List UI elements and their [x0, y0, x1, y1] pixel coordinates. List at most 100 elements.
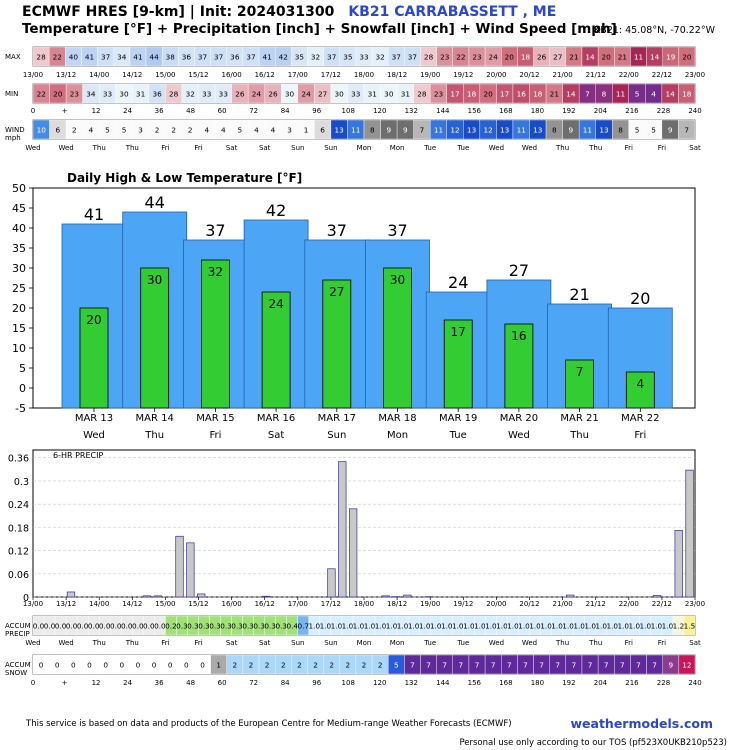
- hour-tick-label: +: [62, 107, 68, 115]
- accum-snow-value: 7: [572, 661, 577, 670]
- snow-hour-tick-label: 84: [281, 679, 290, 687]
- max-temp-value: 14: [650, 53, 660, 62]
- temp-y-tick-label: 40: [12, 222, 26, 235]
- hour-tick-label: 96: [312, 107, 321, 115]
- precip-y-tick-label: 0.12: [8, 547, 29, 558]
- accum-precip-value: 1.0: [651, 622, 663, 631]
- accum-snow-value: 7: [555, 661, 560, 670]
- time-tick-label: 15/12: [188, 71, 208, 79]
- low-temp-bar: [565, 359, 594, 409]
- accum-precip-value: 1.0: [331, 622, 343, 631]
- temp-x-tick-label: MAR 14: [136, 413, 174, 424]
- accum-precip-value: 1.0: [595, 622, 607, 631]
- wind-speed-value: 2: [72, 126, 77, 135]
- max-label: MAX: [5, 53, 21, 61]
- max-temp-value: 22: [456, 53, 465, 62]
- hour-tick-label: 144: [436, 107, 450, 115]
- accum-snow-value: 7: [636, 661, 641, 670]
- accum-precip-value: 0.3: [275, 622, 287, 631]
- precip-bar: [338, 461, 347, 598]
- accum-precip-value: 0.0: [77, 622, 89, 631]
- day-tick-label: Sun: [291, 144, 304, 152]
- precip-x-tick-label: 22/12: [652, 600, 672, 608]
- max-temp-value: 41: [85, 53, 94, 62]
- snow-hour-tick-label: 240: [688, 679, 701, 687]
- temp-x-tick-label: MAR 13: [75, 413, 113, 424]
- accum-precip-value: 1.5: [684, 622, 696, 631]
- accum-snow-value: 2: [265, 661, 270, 670]
- accum-precip-value: 0.0: [121, 622, 133, 631]
- accum-snow-value: 7: [588, 661, 593, 670]
- accum-snow-value: 7: [475, 661, 480, 670]
- precip-bar: [153, 595, 162, 598]
- temp-x-day-label: Wed: [83, 430, 105, 441]
- accum-precip-cell: [683, 615, 696, 636]
- max-temp-value: 23: [472, 53, 482, 62]
- temp-y-tick-label: 35: [12, 242, 26, 255]
- day-tick-label: Mon: [390, 144, 405, 152]
- min-temp-value: 36: [152, 90, 162, 99]
- high-temp-label: 44: [145, 193, 165, 212]
- time-tick-label: 17/12: [321, 71, 341, 79]
- min-temp-value: 30: [384, 90, 394, 99]
- time-tick-label: 22/12: [652, 71, 672, 79]
- temp-x-tick-label: MAR 16: [257, 413, 295, 424]
- wind-speed-value: 13: [335, 126, 345, 135]
- wind-speed-value: 13: [467, 126, 477, 135]
- temp-y-tick-label: -5: [15, 402, 26, 415]
- temp-y-tick-label: 45: [12, 202, 26, 215]
- precip-bar: [403, 594, 412, 598]
- accum-snow-value: 2: [329, 661, 334, 670]
- high-temp-label: 24: [448, 273, 468, 292]
- precip-chart-title: 6-HR PRECIP: [53, 451, 103, 460]
- accum-precip-value: 1.0: [518, 622, 530, 631]
- accum-precip-value: 1.0: [551, 622, 563, 631]
- precip-x-tick-label: 17/12: [321, 600, 341, 608]
- accum-precip-value: 1.0: [485, 622, 497, 631]
- low-temp-label: 27: [329, 285, 344, 299]
- accum-snow-value: 2: [362, 661, 367, 670]
- accum-precip-value: 1.0: [463, 622, 475, 631]
- accum-precip-value: 0.3: [220, 622, 232, 631]
- time-tick-label: 13/00: [23, 71, 43, 79]
- snow-hour-tick-label: +: [62, 679, 68, 687]
- precip-x-tick-label: 15/12: [188, 600, 208, 608]
- temp-x-day-label: Thu: [144, 430, 164, 441]
- precip-y-tick-label: 0.18: [8, 523, 29, 534]
- wind-speed-value: 11: [351, 126, 360, 135]
- min-temp-value: 32: [186, 90, 195, 99]
- wind-speed-value: 5: [238, 126, 243, 135]
- high-temp-label: 41: [84, 205, 104, 224]
- page-title: ECMWF HRES [9-km] | Init: 2024031300 KB21…: [22, 4, 556, 20]
- tos-note: Personal use only according to our TOS (…: [459, 738, 727, 748]
- hour-tick-label: 72: [249, 107, 258, 115]
- wind-speed-value: 8: [370, 126, 375, 135]
- accum-day-tick-label: Sun: [324, 639, 337, 647]
- hour-tick-label: 216: [625, 107, 639, 115]
- accum-snow-value: 7: [652, 661, 657, 670]
- low-temp-label: 32: [208, 265, 223, 279]
- accum-precip-value: 0.4: [286, 622, 298, 631]
- accum-snow-value: 7: [507, 661, 512, 670]
- high-temp-label: 37: [387, 221, 407, 240]
- site-link[interactable]: weathermodels.com: [570, 716, 713, 731]
- high-temp-label: 20: [630, 289, 650, 308]
- wind-speed-value: 11: [517, 126, 526, 135]
- accum-precip-value: 0.3: [231, 622, 243, 631]
- accum-snow-value: 7: [426, 661, 431, 670]
- model-title: ECMWF HRES [9-km] | Init: 2024031300: [22, 4, 335, 20]
- day-tick-label: Fri: [161, 144, 169, 152]
- accum-day-tick-label: Thu: [125, 639, 139, 647]
- accum-precip-value: 0.0: [143, 622, 155, 631]
- min-temp-value: 24: [252, 90, 262, 99]
- wind-speed-value: 6: [55, 126, 60, 135]
- accum-precip-value: 1.0: [606, 622, 618, 631]
- temp-x-day-label: Thu: [569, 430, 589, 441]
- min-label: MIN: [5, 90, 18, 98]
- max-temp-value: 27: [553, 53, 563, 62]
- time-tick-label: 14/12: [122, 71, 142, 79]
- accum-snow-value: 0: [39, 661, 44, 670]
- max-temp-value: 32: [375, 53, 384, 62]
- temp-x-tick-label: MAR 22: [621, 413, 659, 424]
- accum-day-tick-label: Sat: [226, 639, 238, 647]
